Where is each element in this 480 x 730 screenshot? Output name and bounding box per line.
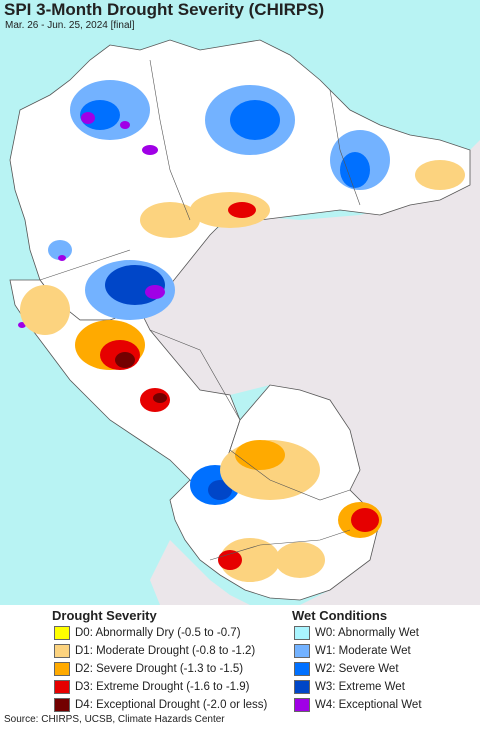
swatch-w4 <box>294 698 310 712</box>
legend-label-w4: W4: Exceptional Wet <box>315 699 422 711</box>
legend-label-w2: W2: Severe Wet <box>315 663 399 675</box>
legend-item-d0: D0: Abnormally Dry (-0.5 to -0.7) <box>54 626 241 640</box>
drought-patches <box>20 160 465 582</box>
legend-item-d1: D1: Moderate Drought (-0.8 to -1.2) <box>54 644 255 658</box>
legend-label-d2: D2: Severe Drought (-1.3 to -1.5) <box>75 663 244 675</box>
legend-item-w3: W3: Extreme Wet <box>294 680 405 694</box>
legend-item-d3: D3: Extreme Drought (-1.6 to -1.9) <box>54 680 249 694</box>
map-title: SPI 3-Month Drought Severity (CHIRPS) <box>4 0 325 19</box>
legend-label-d1: D1: Moderate Drought (-0.8 to -1.2) <box>75 645 256 657</box>
swatch-d3 <box>54 680 70 694</box>
legend-label-d0: D0: Abnormally Dry (-0.5 to -0.7) <box>75 627 241 639</box>
map-subtitle: Mar. 26 - Jun. 25, 2024 [final] <box>5 20 135 31</box>
swatch-d0 <box>54 626 70 640</box>
drought-map <box>0 0 480 605</box>
legend-label-d4: D4: Exceptional Drought (-2.0 or less) <box>75 699 268 711</box>
legend-label-w0: W0: Abnormally Wet <box>315 627 419 639</box>
legend-item-d2: D2: Severe Drought (-1.3 to -1.5) <box>54 662 243 676</box>
country-borders <box>39 59 361 561</box>
wet-patches <box>18 80 390 505</box>
outside-south <box>150 540 250 605</box>
source-credit: Source: CHIRPS, UCSB, Climate Hazards Ce… <box>4 714 225 725</box>
legend-label-w3: W3: Extreme Wet <box>315 681 405 693</box>
legend-label-d3: D3: Extreme Drought (-1.6 to -1.9) <box>75 681 250 693</box>
wet-legend-title: Wet Conditions <box>292 608 388 623</box>
swatch-d1 <box>54 644 70 658</box>
swatch-d4 <box>54 698 70 712</box>
legend-item-w1: W1: Moderate Wet <box>294 644 411 658</box>
drought-legend-title: Drought Severity <box>52 608 157 623</box>
swatch-w3 <box>294 680 310 694</box>
legend-item-w4: W4: Exceptional Wet <box>294 698 422 712</box>
legend: Drought Severity Wet Conditions D0: Abno… <box>0 606 480 712</box>
outside-region <box>140 140 480 605</box>
legend-item-w0: W0: Abnormally Wet <box>294 626 419 640</box>
legend-item-w2: W2: Severe Wet <box>294 662 399 676</box>
legend-label-w1: W1: Moderate Wet <box>315 645 411 657</box>
swatch-w1 <box>294 644 310 658</box>
legend-item-d4: D4: Exceptional Drought (-2.0 or less) <box>54 698 267 712</box>
swatch-w2 <box>294 662 310 676</box>
swatch-d2 <box>54 662 70 676</box>
swatch-w0 <box>294 626 310 640</box>
